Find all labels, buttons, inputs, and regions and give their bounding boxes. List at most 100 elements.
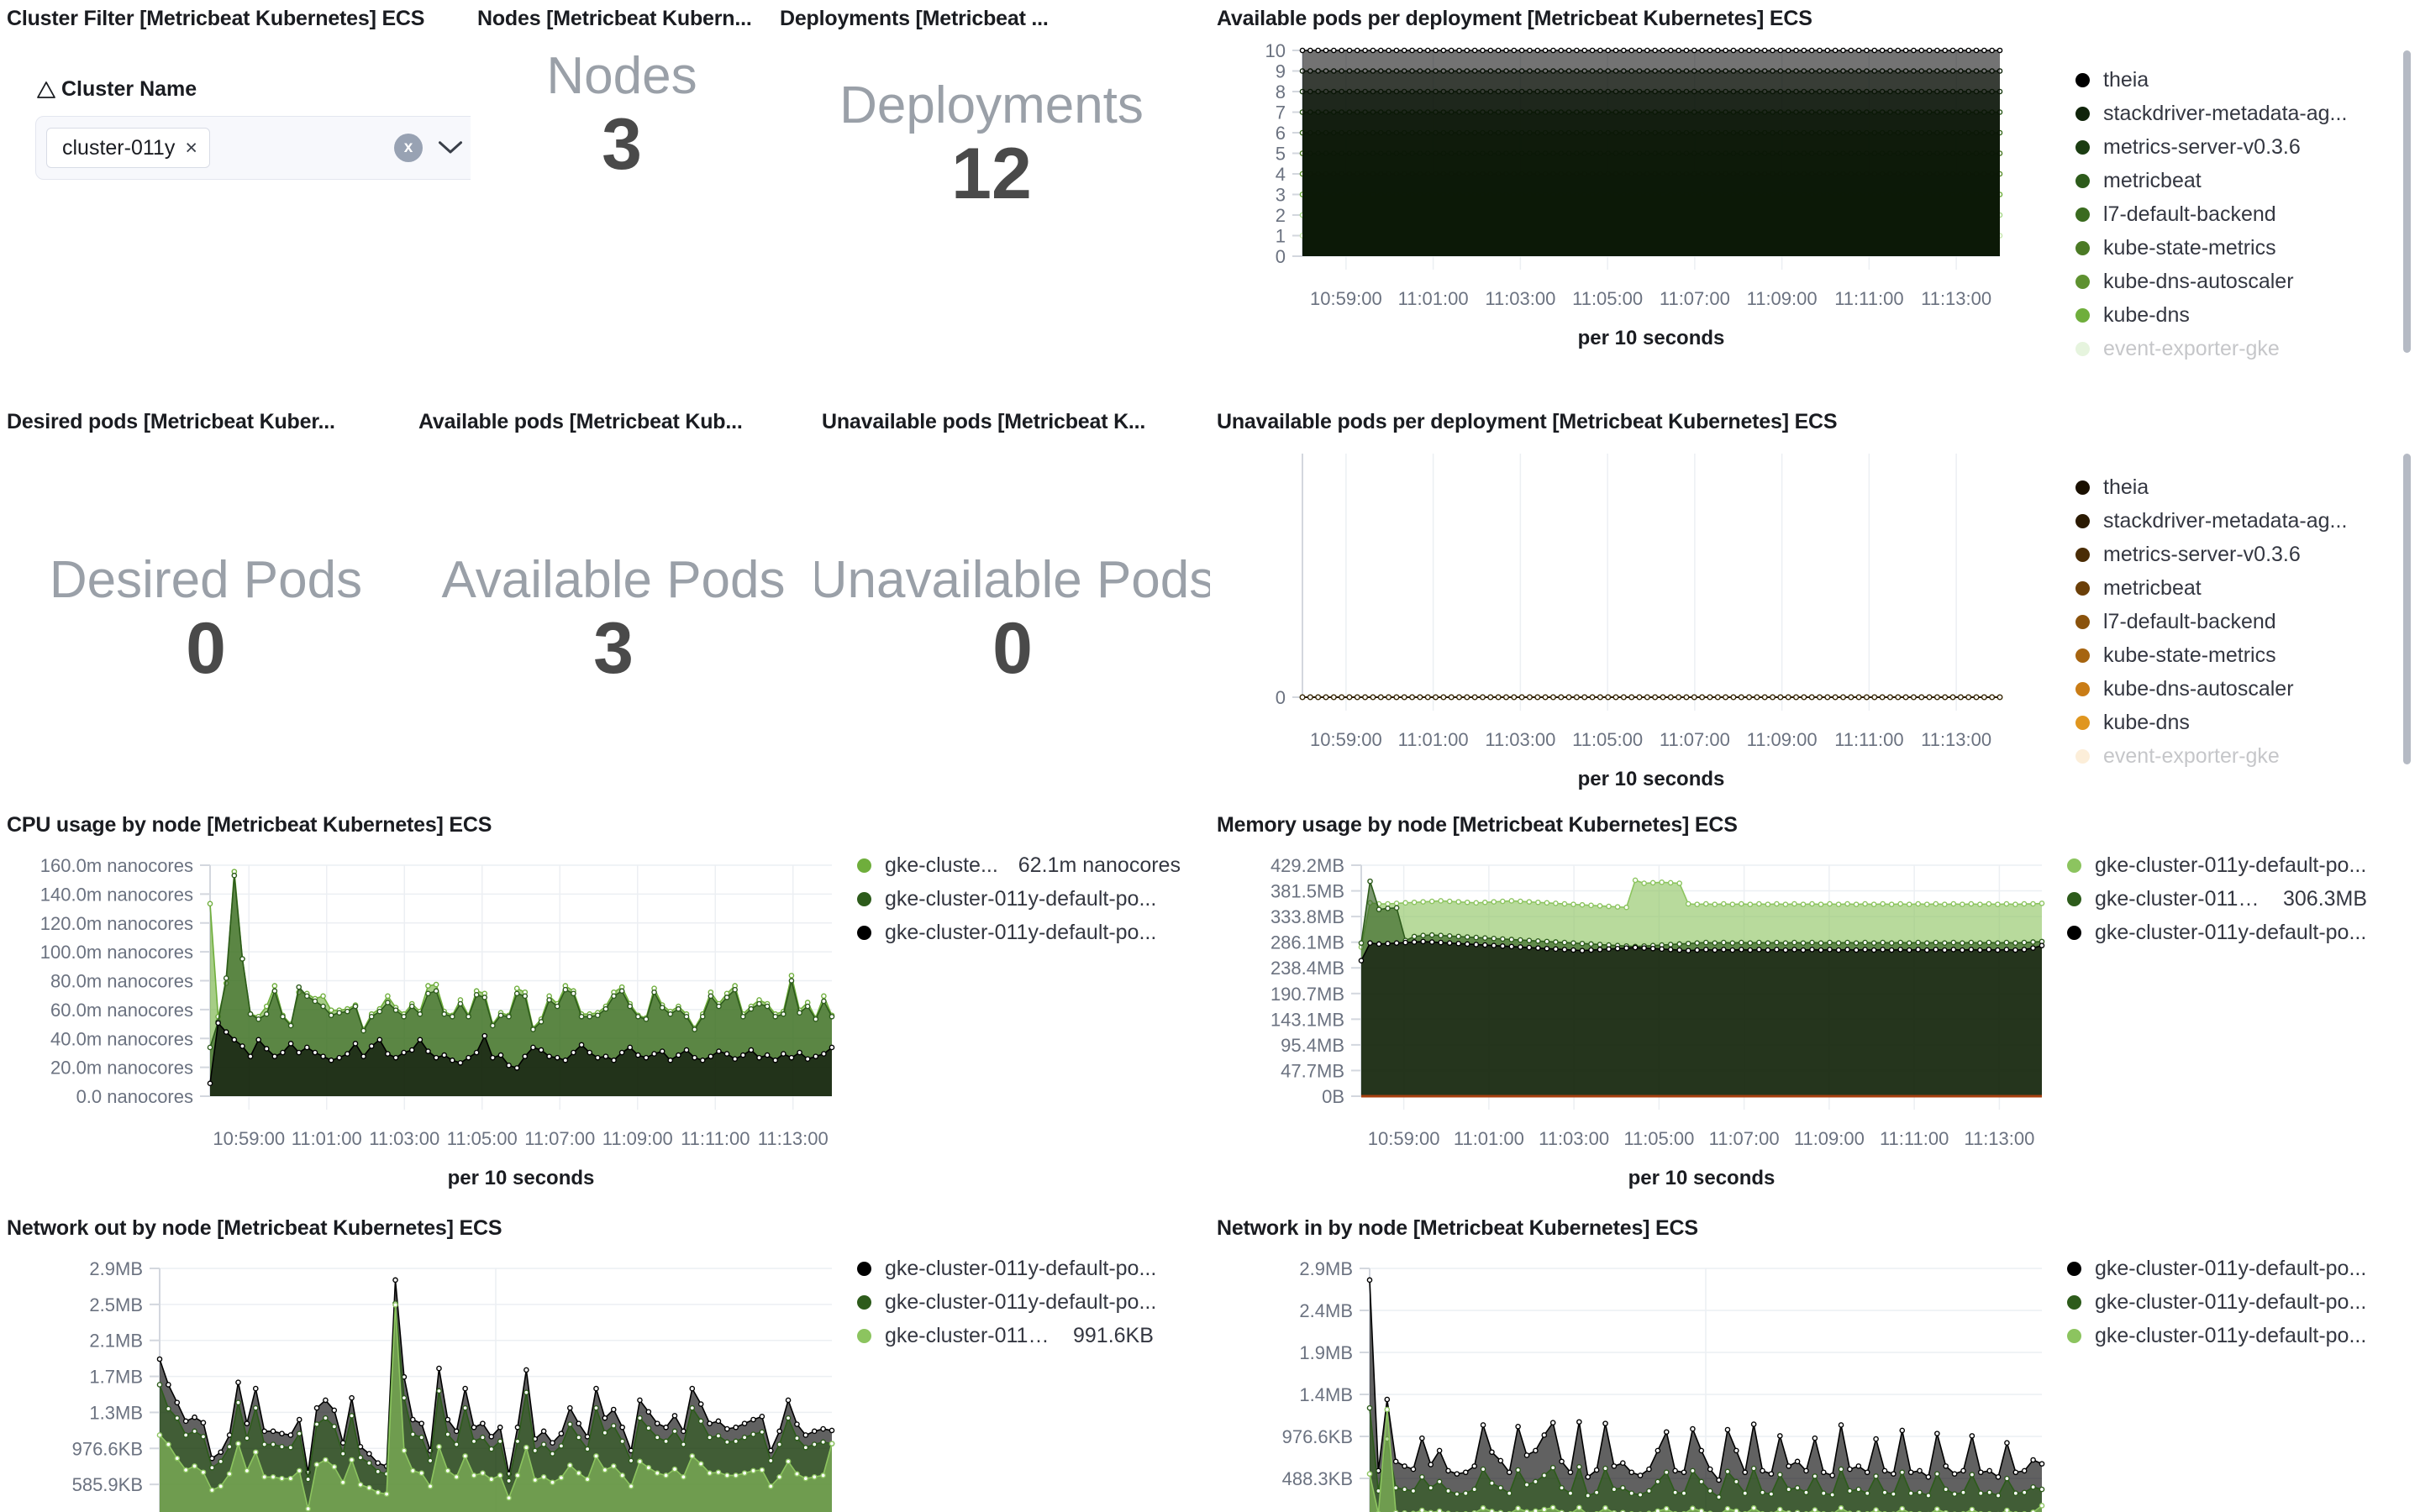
svg-text:11:07:00: 11:07:00	[524, 1128, 595, 1149]
legend-color-dot	[857, 858, 871, 873]
legend-color-dot	[2067, 1261, 2081, 1276]
svg-text:11:11:00: 11:11:00	[1834, 729, 1903, 750]
legend-item[interactable]: gke-cluster-011y-default-po...	[2067, 848, 2420, 882]
legend-item[interactable]: kube-state-metrics	[2075, 231, 2395, 265]
legend-item[interactable]: gke-cluster-011y-default-po...	[857, 916, 1210, 949]
legend-color-dot	[857, 925, 871, 940]
legend-item[interactable]: gke-cluster-011y-default-po...	[857, 1252, 1210, 1285]
svg-text:976.6KB: 976.6KB	[72, 1438, 143, 1459]
legend-item[interactable]: kube-dns	[2075, 706, 2395, 739]
remove-cluster-icon[interactable]: ×	[185, 135, 197, 160]
legend-item[interactable]: kube-dns-autoscaler	[2075, 265, 2395, 298]
legend-label: gke-cluster-011y-default-po...	[885, 886, 1157, 911]
legend-item[interactable]: gke-cluster-011y-d... 306.3MB	[2067, 882, 2420, 916]
metric-label-nodes: Nodes	[546, 47, 697, 105]
svg-text:11:01:00: 11:01:00	[1398, 729, 1469, 750]
svg-text:10:59:00: 10:59:00	[213, 1128, 285, 1149]
metric-desired-pods: Desired Pods 0	[0, 512, 412, 731]
svg-text:11:13:00: 11:13:00	[1921, 729, 1991, 750]
legend-color-dot	[2075, 580, 2090, 596]
legend-available-pods-per-deployment[interactable]: theia stackdriver-metadata-ag... metrics-s…	[2075, 63, 2395, 391]
legend-color-dot	[857, 1261, 871, 1276]
legend-label: kube-dns-autoscaler	[2103, 269, 2294, 293]
metric-label-deployments: Deployments	[839, 76, 1144, 134]
legend-item[interactable]: l7-default-backend	[2075, 197, 2395, 231]
legend-color-dot	[2075, 341, 2090, 356]
legend-network-in[interactable]: gke-cluster-011y-default-po... gke-cluste…	[2067, 1252, 2420, 1352]
legend-label: gke-cluster-011y-default-po...	[2095, 1289, 2367, 1314]
legend-item[interactable]: metricbeat	[2075, 164, 2395, 197]
legend-item[interactable]: gke-cluster-011y-default-po...	[857, 882, 1210, 916]
legend-item[interactable]: stackdriver-metadata-ag...	[2075, 504, 2395, 538]
legend-item[interactable]: gke-cluster-011y-d... 991.6KB	[857, 1319, 1210, 1352]
cluster-name-combobox[interactable]: cluster-011y × x	[35, 116, 471, 180]
svg-text:3: 3	[1276, 185, 1286, 206]
chart-memory-usage: 429.2MB 381.5MB 333.8MB 286.1MB 238.4MB 190.7…	[1270, 855, 2045, 1189]
legend-item[interactable]: gke-cluster-011y-default-po...	[2067, 916, 2420, 949]
svg-text:10:59:00: 10:59:00	[1310, 288, 1382, 309]
legend-scrollbar-unavailable[interactable]	[2403, 454, 2411, 764]
svg-text:11:07:00: 11:07:00	[1709, 1128, 1780, 1149]
clear-selection-icon[interactable]: x	[394, 134, 423, 162]
svg-text:195.3KB: 195.3KB	[72, 1510, 143, 1512]
legend-item[interactable]: gke-cluster-011y-default-po...	[2067, 1252, 2420, 1285]
svg-text:11:03:00: 11:03:00	[369, 1128, 439, 1149]
legend-item[interactable]: metricbeat	[2075, 571, 2395, 605]
metric-label-desired-pods: Desired Pods	[49, 551, 363, 609]
svg-text:1.3MB: 1.3MB	[89, 1402, 143, 1423]
legend-item[interactable]: metrics-server-v0.3.6	[2075, 538, 2395, 571]
legend-item[interactable]: kube-state-metrics	[2075, 638, 2395, 672]
svg-text:11:07:00: 11:07:00	[1660, 288, 1730, 309]
legend-item[interactable]: theia	[2075, 63, 2395, 97]
chart-cpu-usage: 160.0m nanocores 140.0m nanocores 120.0m n…	[40, 855, 835, 1189]
svg-text:0: 0	[1276, 246, 1286, 267]
legend-item[interactable]: stackdriver-metadata-ag...	[2075, 97, 2395, 130]
legend-item[interactable]: event-exporter-gke	[2075, 739, 2395, 773]
legend-label: gke-cluster-011y-default-po...	[885, 920, 1157, 944]
legend-item[interactable]: gke-cluste... 62.1m nanocores	[857, 848, 1210, 882]
svg-text:11:03:00: 11:03:00	[1485, 729, 1555, 750]
legend-memory-usage[interactable]: gke-cluster-011y-default-po... gke-cluste…	[2067, 848, 2420, 949]
legend-item[interactable]: event-exporter-gke	[2075, 332, 2395, 365]
selected-cluster-pill[interactable]: cluster-011y ×	[46, 128, 210, 168]
svg-text:per 10 seconds: per 10 seconds	[448, 1167, 595, 1189]
legend-color-dot	[2067, 891, 2081, 906]
panel-deployments: Deployments [Metricbeat ... Deployments …	[773, 0, 1210, 202]
svg-text:2.9MB: 2.9MB	[1299, 1258, 1353, 1279]
panel-title-cluster-filter: Cluster Filter [Metricbeat Kubernetes] E…	[7, 7, 425, 30]
legend-item[interactable]: metrics-server-v0.3.6	[2075, 130, 2395, 164]
svg-text:11:03:00: 11:03:00	[1539, 1128, 1609, 1149]
legend-label: gke-cluster-011y-default-po...	[885, 1256, 1157, 1280]
svg-text:11:09:00: 11:09:00	[1747, 288, 1818, 309]
legend-item[interactable]: gke-cluster-011y-default-po...	[2067, 1285, 2420, 1319]
legend-item[interactable]: kube-dns-autoscaler	[2075, 672, 2395, 706]
legend-label: metrics-server-v0.3.6	[2103, 134, 2301, 159]
panel-title-memory-usage: Memory usage by node [Metricbeat Kuberne…	[1217, 813, 1738, 837]
svg-text:2.1MB: 2.1MB	[89, 1331, 143, 1352]
svg-text:140.0m nanocores: 140.0m nanocores	[40, 884, 193, 905]
svg-text:7: 7	[1276, 102, 1286, 123]
legend-label: metricbeat	[2103, 575, 2202, 600]
legend-label: gke-cluster-011y-default-po...	[885, 1289, 1157, 1314]
panel-title-cpu-usage: CPU usage by node [Metricbeat Kubernetes…	[7, 813, 492, 837]
legend-unavailable-pods-per-deployment[interactable]: theia stackdriver-metadata-ag... metrics-s…	[2075, 470, 2395, 798]
legend-cpu-usage[interactable]: gke-cluste... 62.1m nanocores gke-cluster-…	[857, 848, 1210, 949]
legend-item[interactable]: gke-cluster-011y-default-po...	[857, 1285, 1210, 1319]
legend-color-dot	[2075, 648, 2090, 663]
chevron-down-icon[interactable]	[438, 140, 463, 155]
legend-item[interactable]: kube-dns	[2075, 298, 2395, 332]
legend-item[interactable]: l7-default-backend	[2075, 605, 2395, 638]
legend-color-dot	[2075, 715, 2090, 730]
svg-text:976.6KB: 976.6KB	[1282, 1426, 1353, 1447]
cluster-name-label: Cluster Name	[61, 77, 197, 101]
combobox-actions: x	[394, 134, 471, 162]
legend-item[interactable]: gke-cluster-011y-default-po...	[2067, 1319, 2420, 1352]
legend-item[interactable]: theia	[2075, 470, 2395, 504]
legend-network-out[interactable]: gke-cluster-011y-default-po... gke-cluste…	[857, 1252, 1210, 1352]
legend-label: stackdriver-metadata-ag...	[2103, 508, 2348, 533]
svg-text:11:11:00: 11:11:00	[681, 1128, 750, 1149]
svg-text:5: 5	[1276, 144, 1286, 165]
svg-text:11:03:00: 11:03:00	[1485, 288, 1555, 309]
svg-text:11:13:00: 11:13:00	[1921, 288, 1991, 309]
legend-scrollbar-available[interactable]	[2403, 50, 2411, 353]
